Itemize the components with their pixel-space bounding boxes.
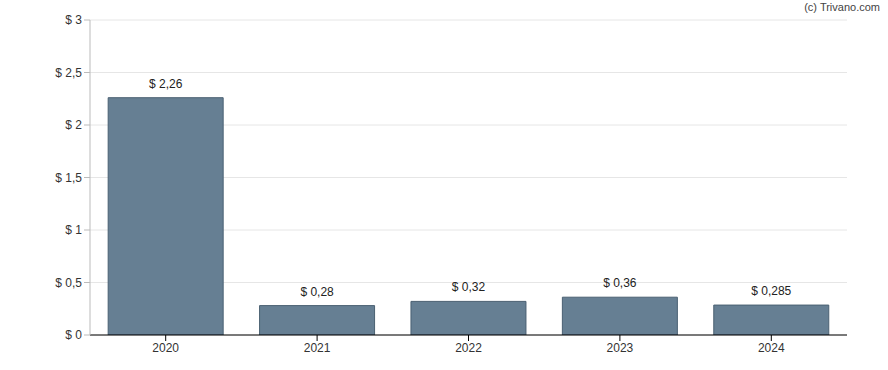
- svg-text:2024: 2024: [758, 341, 785, 355]
- svg-text:$ 1: $ 1: [65, 223, 82, 237]
- svg-text:2023: 2023: [607, 341, 634, 355]
- svg-text:$ 3: $ 3: [65, 13, 82, 27]
- svg-text:2021: 2021: [304, 341, 331, 355]
- svg-text:2020: 2020: [152, 341, 179, 355]
- html-text:(c) Trivano.com: (c) Trivano.com: [804, 1, 880, 13]
- svg-text:$ 2,5: $ 2,5: [55, 66, 82, 80]
- svg-text:$ 0,5: $ 0,5: [55, 276, 82, 290]
- svg-text:$ 2: $ 2: [65, 118, 82, 132]
- svg-text:$ 1,5: $ 1,5: [55, 171, 82, 185]
- svg-text:2022: 2022: [455, 341, 482, 355]
- svg-text:$ 0,28: $ 0,28: [300, 285, 334, 299]
- svg-text:$ 0: $ 0: [65, 328, 82, 342]
- svg-text:$ 0,285: $ 0,285: [751, 284, 791, 298]
- svg-text:$ 0,36: $ 0,36: [603, 276, 637, 290]
- svg-text:$ 0,32: $ 0,32: [452, 280, 486, 294]
- svg-text:$ 2,26: $ 2,26: [149, 77, 183, 91]
